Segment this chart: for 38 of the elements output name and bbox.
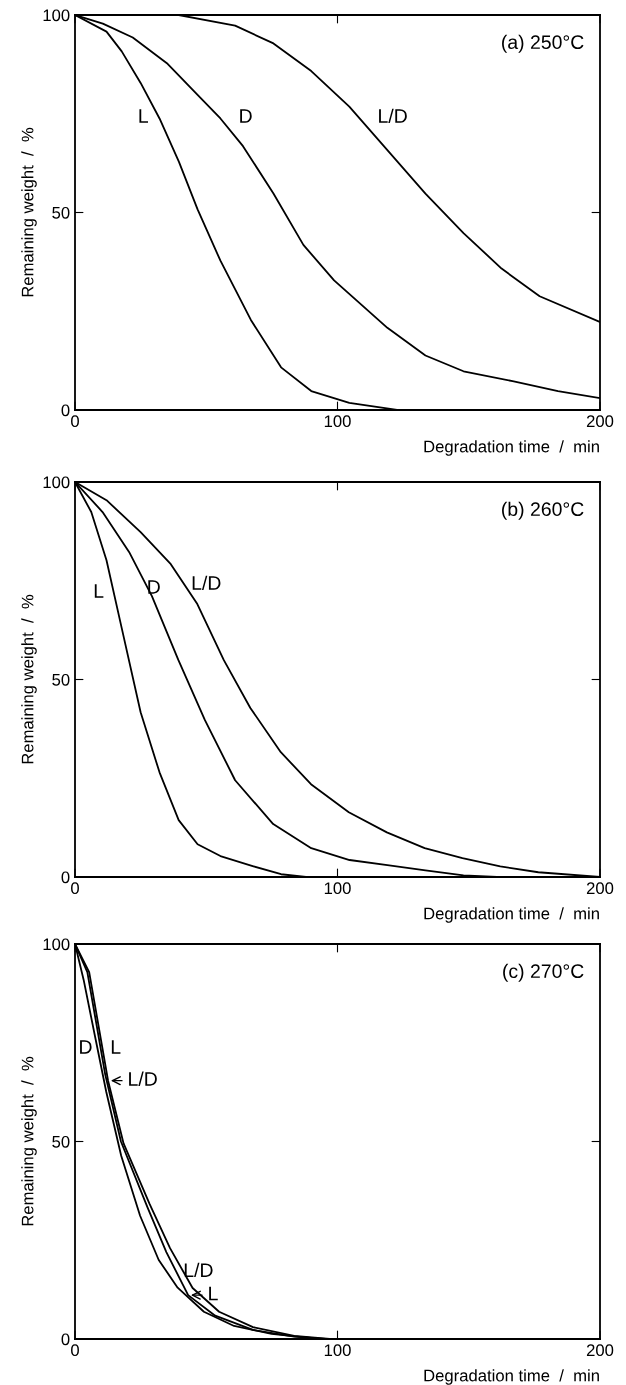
annotation: L/D xyxy=(379,108,407,123)
y-tick-label: 100 xyxy=(43,9,70,22)
y-tick-label: 0 xyxy=(61,404,70,417)
x-tick-label: 0 xyxy=(71,415,79,428)
annotation: L xyxy=(209,1286,218,1301)
x-tick-label: 100 xyxy=(324,415,351,428)
x-tick-label: 100 xyxy=(324,882,351,895)
y-axis-title: Remaining weight / % xyxy=(21,1056,37,1226)
y-tick-label: 0 xyxy=(61,871,70,884)
annotation: D xyxy=(240,109,252,123)
annotation: L/D xyxy=(184,1262,213,1278)
x-tick-label: 200 xyxy=(586,415,614,428)
x-tick-label: 0 xyxy=(71,882,79,895)
x-tick-label: 0 xyxy=(71,1344,79,1357)
y-tick-label: 50 xyxy=(52,1135,70,1148)
y-tick-label: 100 xyxy=(43,476,70,489)
text: (b) 260°C xyxy=(502,501,584,520)
x-tick-label: 200 xyxy=(586,1344,614,1357)
annotation: D xyxy=(80,1040,92,1054)
annotation: L xyxy=(94,584,104,598)
text: (c) 270°C xyxy=(503,963,584,982)
y-axis-title: Remaining weight / % xyxy=(21,127,37,297)
annotation: L xyxy=(139,109,149,123)
y-tick-label: 100 xyxy=(43,938,70,951)
x-axis-title: Degradation time / min xyxy=(424,1369,599,1385)
y-axis-title: Remaining weight / % xyxy=(21,594,37,764)
y-tick-label: 0 xyxy=(61,1333,70,1346)
x-tick-label: 100 xyxy=(324,1344,351,1357)
text: (a) 250°C xyxy=(502,34,584,53)
x-axis-title: Degradation time / min xyxy=(424,907,599,923)
y-tick-label: 50 xyxy=(52,206,70,219)
annotation: L/D xyxy=(129,1071,157,1086)
annotation: D xyxy=(148,580,160,594)
annotation: L xyxy=(111,1040,121,1054)
x-tick-label: 200 xyxy=(586,882,614,895)
y-tick-label: 50 xyxy=(52,673,70,686)
annotation: L/D xyxy=(192,575,221,590)
x-axis-title: Degradation time / min xyxy=(424,440,599,456)
